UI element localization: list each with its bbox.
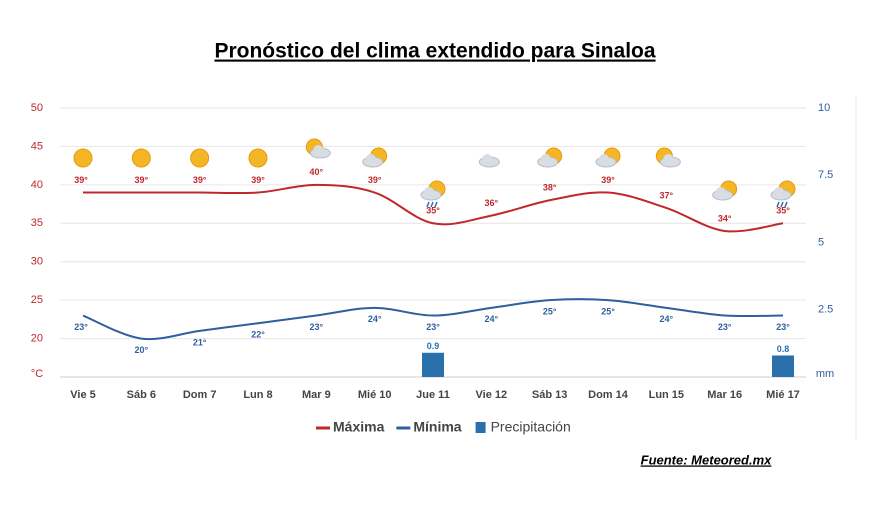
source: Fuente: Meteored.mx	[641, 452, 773, 467]
data-label: 34°	[718, 213, 732, 223]
legend-swatch	[475, 422, 486, 433]
y-axis-label: °C	[31, 368, 43, 380]
y-tick-label: 25	[31, 294, 43, 306]
rain	[434, 201, 438, 208]
sun	[190, 148, 210, 168]
sun	[248, 148, 268, 168]
sun	[131, 148, 151, 168]
weather-icon	[131, 148, 151, 168]
rain	[780, 201, 784, 208]
legend-label: Máxima	[333, 419, 385, 435]
y-tick-label: 45	[31, 140, 43, 152]
x-tick-label: Sáb 13	[532, 389, 567, 401]
data-label: 38°	[543, 183, 557, 193]
weather-icon	[248, 148, 268, 168]
data-label: 20°	[135, 345, 149, 355]
data-label: 36°	[485, 198, 499, 208]
x-tick-label: Dom 14	[588, 389, 629, 401]
weather-icon	[305, 138, 331, 159]
cloud	[599, 154, 609, 164]
x-tick-label: Dom 7	[183, 389, 217, 401]
data-label: 23°	[718, 322, 732, 332]
data-label: 0.9	[427, 341, 440, 351]
weather-icon	[595, 147, 621, 168]
cloud	[424, 187, 434, 197]
data-label: 39°	[135, 175, 149, 185]
y2-axis-label: mm	[816, 368, 834, 380]
data-label: 40°	[310, 167, 324, 177]
rain	[776, 201, 780, 208]
weather-icon	[478, 154, 500, 168]
x-tick-label: Mar 9	[302, 389, 331, 401]
data-label: 25°	[601, 307, 615, 317]
data-label: 35°	[776, 206, 790, 216]
data-label: 21°	[193, 337, 207, 347]
x-tick-label: Lun 15	[649, 389, 684, 401]
data-label: 39°	[251, 175, 265, 185]
rain	[430, 201, 434, 208]
x-tick-label: Sáb 6	[127, 389, 156, 401]
legend-label: Precipitación	[491, 419, 571, 435]
rain	[784, 201, 788, 208]
weather-icon	[712, 180, 738, 201]
y-tick-label: 50	[31, 102, 43, 114]
y-tick-label: 30	[31, 256, 43, 268]
y2-tick-label: 2.5	[818, 304, 833, 316]
data-label: 24°	[368, 314, 382, 324]
data-label: 22°	[251, 330, 265, 340]
cloud	[715, 187, 726, 197]
sun	[73, 148, 93, 168]
cloud	[482, 154, 493, 164]
weather-icon	[770, 180, 796, 208]
weather-icon	[655, 147, 681, 168]
weather-icon	[537, 147, 563, 168]
rain	[426, 201, 430, 208]
bar	[772, 355, 794, 377]
data-label: 23°	[74, 322, 88, 332]
cloud	[313, 145, 324, 155]
x-tick-label: Mié 10	[358, 389, 392, 401]
x-tick-label: Mar 16	[707, 389, 742, 401]
cloud	[663, 154, 674, 164]
x-tick-label: Vie 5	[70, 389, 96, 401]
data-label: 39°	[368, 175, 382, 185]
legend-label: Mínima	[413, 419, 461, 435]
data-label: 39°	[74, 175, 88, 185]
y2-tick-label: 7.5	[818, 169, 833, 181]
data-label: 23°	[426, 322, 440, 332]
data-label: 39°	[193, 175, 207, 185]
data-label: 35°	[426, 206, 440, 216]
chart-title: Pronóstico del clima extendido para Sina…	[214, 40, 655, 63]
x-tick-label: Jue 11	[416, 389, 450, 401]
cloud	[774, 187, 784, 197]
cloud	[540, 154, 551, 164]
data-label: 23°	[310, 322, 324, 332]
weather-icon	[73, 148, 93, 168]
line	[82, 183, 784, 233]
weather-icon	[420, 180, 446, 208]
data-label: 23°	[776, 322, 790, 332]
line	[82, 298, 784, 341]
y-tick-label: 40	[31, 179, 43, 191]
data-label: 24°	[660, 314, 674, 324]
y-tick-label: 35	[31, 217, 43, 229]
data-label: 39°	[601, 175, 615, 185]
x-tick-label: Vie 12	[476, 389, 508, 401]
data-label: 0.8	[777, 344, 790, 354]
data-label: 25°	[543, 307, 557, 317]
y2-tick-label: 10	[818, 102, 830, 114]
y-tick-label: 20	[31, 332, 43, 344]
bar	[422, 352, 444, 377]
cloud	[365, 154, 376, 164]
weather-icon	[190, 148, 210, 168]
data-label: 37°	[660, 190, 674, 200]
data-label: 24°	[485, 314, 499, 324]
weather-icon	[362, 147, 388, 168]
x-tick-label: Mié 17	[766, 389, 800, 401]
x-tick-label: Lun 8	[243, 389, 272, 401]
y2-tick-label: 5	[818, 236, 824, 248]
